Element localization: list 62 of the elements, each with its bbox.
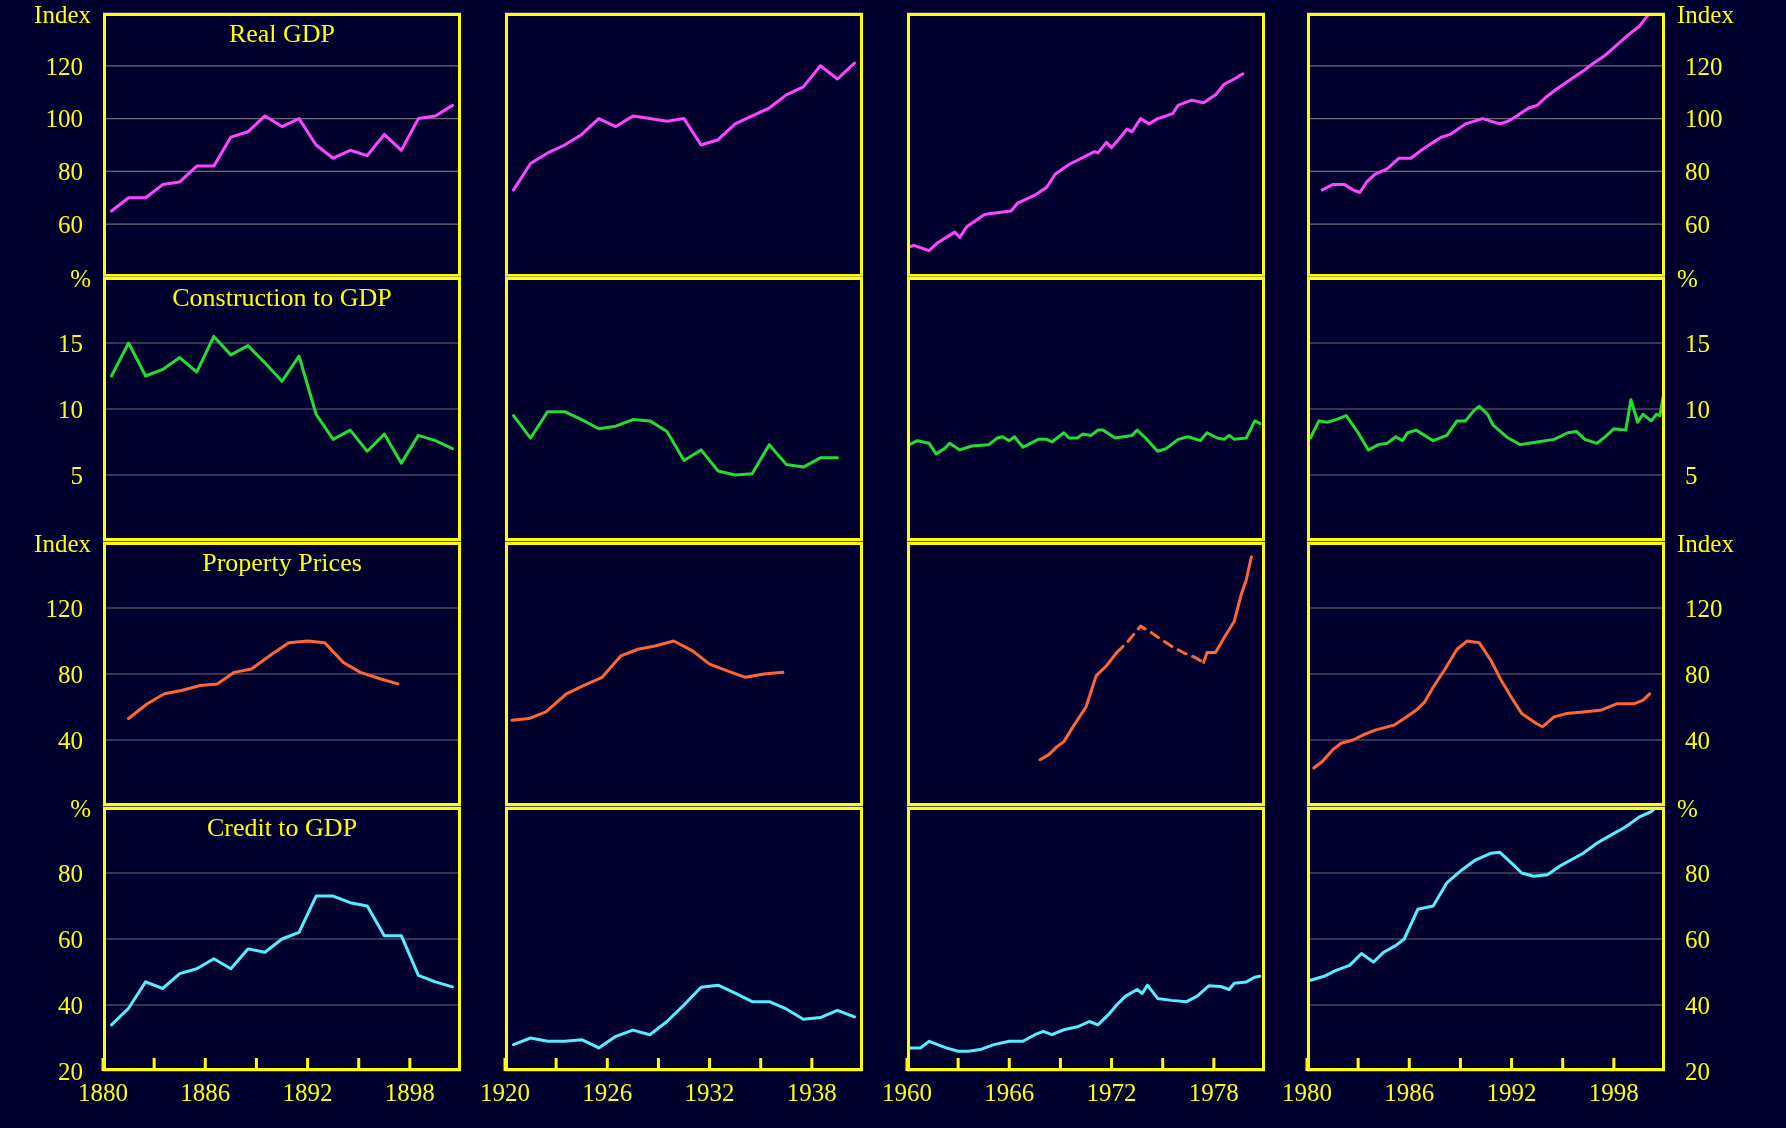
y-tick-label: 80 bbox=[58, 660, 83, 688]
line-series bbox=[127, 639, 400, 721]
y-axis-title: Index bbox=[34, 530, 92, 557]
y2-tick-label: 20 bbox=[1685, 1057, 1710, 1085]
y2-tick-label: 60 bbox=[1685, 925, 1710, 953]
line-series bbox=[1312, 639, 1652, 770]
x-tick-label: 1960 bbox=[882, 1079, 932, 1106]
y-tick-label: 120 bbox=[45, 52, 83, 80]
y-tick-label: 60 bbox=[58, 211, 83, 239]
y2-axis-title: Index bbox=[1677, 530, 1735, 557]
y2-tick-label: 80 bbox=[1685, 660, 1710, 688]
x-tick-label: 1986 bbox=[1384, 1079, 1435, 1106]
x-tick-label: 1966 bbox=[984, 1079, 1035, 1106]
x-tick-label: 1978 bbox=[1188, 1079, 1239, 1106]
y2-tick-label: 10 bbox=[1685, 395, 1710, 423]
x-tick-label: 1920 bbox=[480, 1079, 530, 1106]
x-tick-label: 1932 bbox=[684, 1079, 735, 1106]
y-tick-label: 10 bbox=[58, 395, 83, 423]
y-tick-label: 100 bbox=[45, 105, 83, 133]
y2-tick-label: 80 bbox=[1685, 859, 1710, 887]
chart-title: Credit to GDP bbox=[205, 813, 359, 843]
y-axis-title: Index bbox=[34, 1, 92, 28]
y-tick-label: 80 bbox=[58, 859, 83, 887]
x-tick-label: 1998 bbox=[1588, 1079, 1639, 1106]
y2-tick-label: 80 bbox=[1685, 158, 1710, 186]
y-tick-label: 5 bbox=[70, 461, 83, 489]
y2-tick-label: 120 bbox=[1685, 52, 1723, 80]
y-tick-label: 40 bbox=[58, 991, 83, 1019]
y2-tick-label: 40 bbox=[1685, 726, 1710, 754]
y2-tick-label: 5 bbox=[1685, 461, 1698, 489]
x-tick-label: 1938 bbox=[786, 1079, 837, 1106]
y2-tick-label: 100 bbox=[1685, 105, 1723, 133]
y2-axis-title: % bbox=[1677, 795, 1698, 822]
x-tick-label: 1898 bbox=[384, 1079, 435, 1106]
line-series bbox=[1308, 394, 1665, 452]
line-series bbox=[110, 103, 454, 213]
y-tick-label: 40 bbox=[58, 726, 83, 754]
y2-tick-label: 120 bbox=[1685, 594, 1723, 622]
x-tick-label: 1972 bbox=[1086, 1079, 1137, 1106]
x-tick-label: 1886 bbox=[180, 1079, 231, 1106]
y-tick-label: 120 bbox=[45, 594, 83, 622]
y2-axis-title: Index bbox=[1677, 1, 1735, 28]
y-tick-label: 60 bbox=[58, 925, 83, 953]
x-tick-label: 1992 bbox=[1486, 1079, 1537, 1106]
line-series bbox=[110, 894, 454, 1027]
x-tick-label: 1980 bbox=[1282, 1079, 1332, 1106]
y2-tick-label: 60 bbox=[1685, 211, 1710, 239]
line-series bbox=[1320, 13, 1652, 195]
line-series bbox=[1308, 807, 1658, 982]
chart-title: Real GDP bbox=[227, 19, 337, 49]
y-tick-label: 80 bbox=[58, 158, 83, 186]
x-tick-label: 1926 bbox=[582, 1079, 633, 1106]
x-tick-label: 1892 bbox=[282, 1079, 333, 1106]
line-series bbox=[110, 334, 454, 465]
y-tick-label: 15 bbox=[58, 329, 83, 357]
y2-axis-title: % bbox=[1677, 265, 1698, 292]
y2-tick-label: 15 bbox=[1685, 329, 1710, 357]
y-axis-title: % bbox=[70, 795, 91, 822]
chart-title: Construction to GDP bbox=[171, 283, 393, 313]
chart-title: Property Prices bbox=[201, 548, 363, 578]
y-axis-title: % bbox=[70, 265, 91, 292]
y2-tick-label: 40 bbox=[1685, 991, 1710, 1019]
